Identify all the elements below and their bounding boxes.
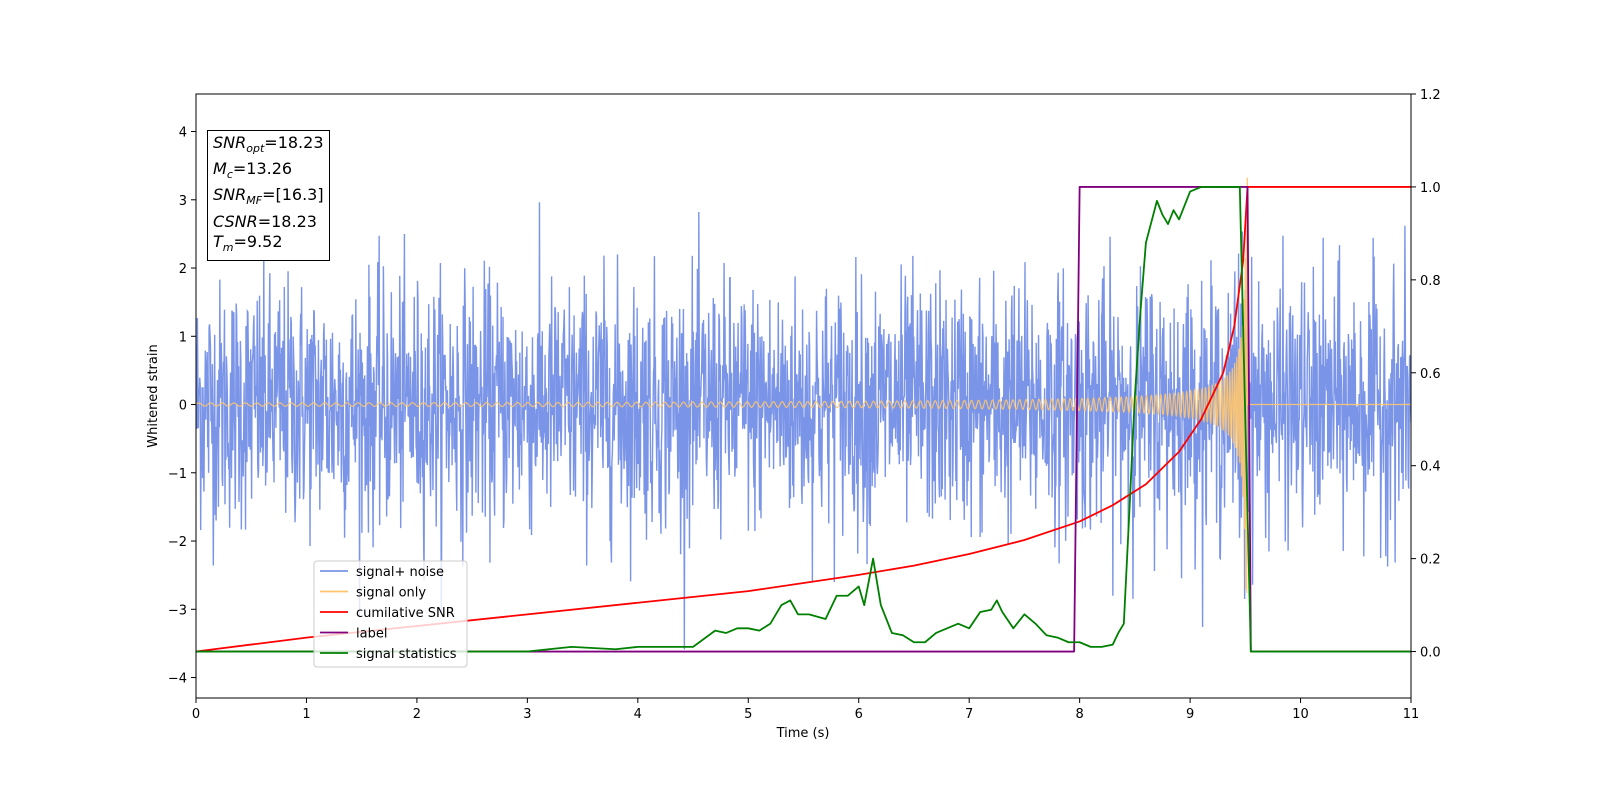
y-tick-label: 0 xyxy=(179,399,187,414)
y-tick-label: 2 xyxy=(179,262,187,277)
x-tick-label: 8 xyxy=(1075,707,1083,722)
x-tick-label: 3 xyxy=(523,707,531,722)
x-tick-label: 9 xyxy=(1186,707,1194,722)
x-tick-label: 6 xyxy=(855,707,863,722)
info-snr-opt: SNRopt=18.23 xyxy=(213,133,324,156)
y2-tick-label: 0.4 xyxy=(1420,460,1441,475)
legend-entry: cumilative SNR xyxy=(356,606,455,621)
y2-tick-label: 1.2 xyxy=(1420,88,1441,103)
info-snr-mf: SNRMF=[16.3] xyxy=(213,185,324,208)
y-tick-label: −2 xyxy=(168,535,187,550)
x-tick-label: 4 xyxy=(634,707,642,722)
legend-entry: label xyxy=(356,627,387,642)
x-tick-label: 1 xyxy=(302,707,310,722)
series-signal-noise xyxy=(196,202,1411,650)
y-tick-label: −1 xyxy=(168,467,187,482)
legend-entry: signal statistics xyxy=(356,647,457,662)
y2-tick-label: 0.6 xyxy=(1420,367,1441,382)
series-signal-only xyxy=(196,177,1411,593)
x-tick-label: 10 xyxy=(1292,707,1309,722)
plot-frame xyxy=(195,93,1412,699)
legend-frame xyxy=(313,560,468,668)
info-box: SNRopt=18.23 Mc=13.26 SNRMF=[16.3] CSNR=… xyxy=(207,130,330,261)
series-layer xyxy=(196,177,1411,653)
y-tick-label: 4 xyxy=(179,126,187,141)
y-axis-right: 0.0 0.2 0.4 0.6 0.8 1.0 1.2 xyxy=(1411,88,1441,661)
y2-tick-label: 0.0 xyxy=(1420,646,1441,661)
y-tick-label: 3 xyxy=(179,194,187,209)
y2-tick-label: 0.2 xyxy=(1420,553,1441,568)
series-signal-statistics xyxy=(196,186,1411,653)
info-csnr: CSNR=18.23 xyxy=(213,211,317,231)
y-tick-label: −3 xyxy=(168,603,187,618)
y2-tick-label: 1.0 xyxy=(1420,181,1441,196)
y-axis-label: Whitened strain xyxy=(146,344,161,447)
y2-tick-label: 0.8 xyxy=(1420,274,1441,289)
x-axis: 0 1 2 3 4 5 6 7 8 9 10 11 xyxy=(192,698,1419,722)
legend-entry: signal+ noise xyxy=(356,565,444,580)
x-axis-label: Time (s) xyxy=(776,726,830,741)
x-tick-label: 0 xyxy=(192,707,200,722)
y-axis-left: −4 −3 −2 −1 0 1 2 3 4 xyxy=(168,126,196,687)
x-tick-label: 7 xyxy=(965,707,973,722)
y-tick-label: −4 xyxy=(168,672,187,687)
info-chirp-mass: Mc=13.26 xyxy=(213,159,293,182)
y-tick-label: 1 xyxy=(179,330,187,345)
info-merger-time: Tm=9.52 xyxy=(213,231,283,254)
x-tick-label: 2 xyxy=(413,707,421,722)
legend: signal+ noise signal only cumilative SNR la… xyxy=(313,560,468,668)
x-tick-label: 11 xyxy=(1403,707,1420,722)
x-tick-label: 5 xyxy=(744,707,752,722)
legend-entry: signal only xyxy=(356,586,426,601)
series-cumulative-snr xyxy=(196,186,1411,653)
